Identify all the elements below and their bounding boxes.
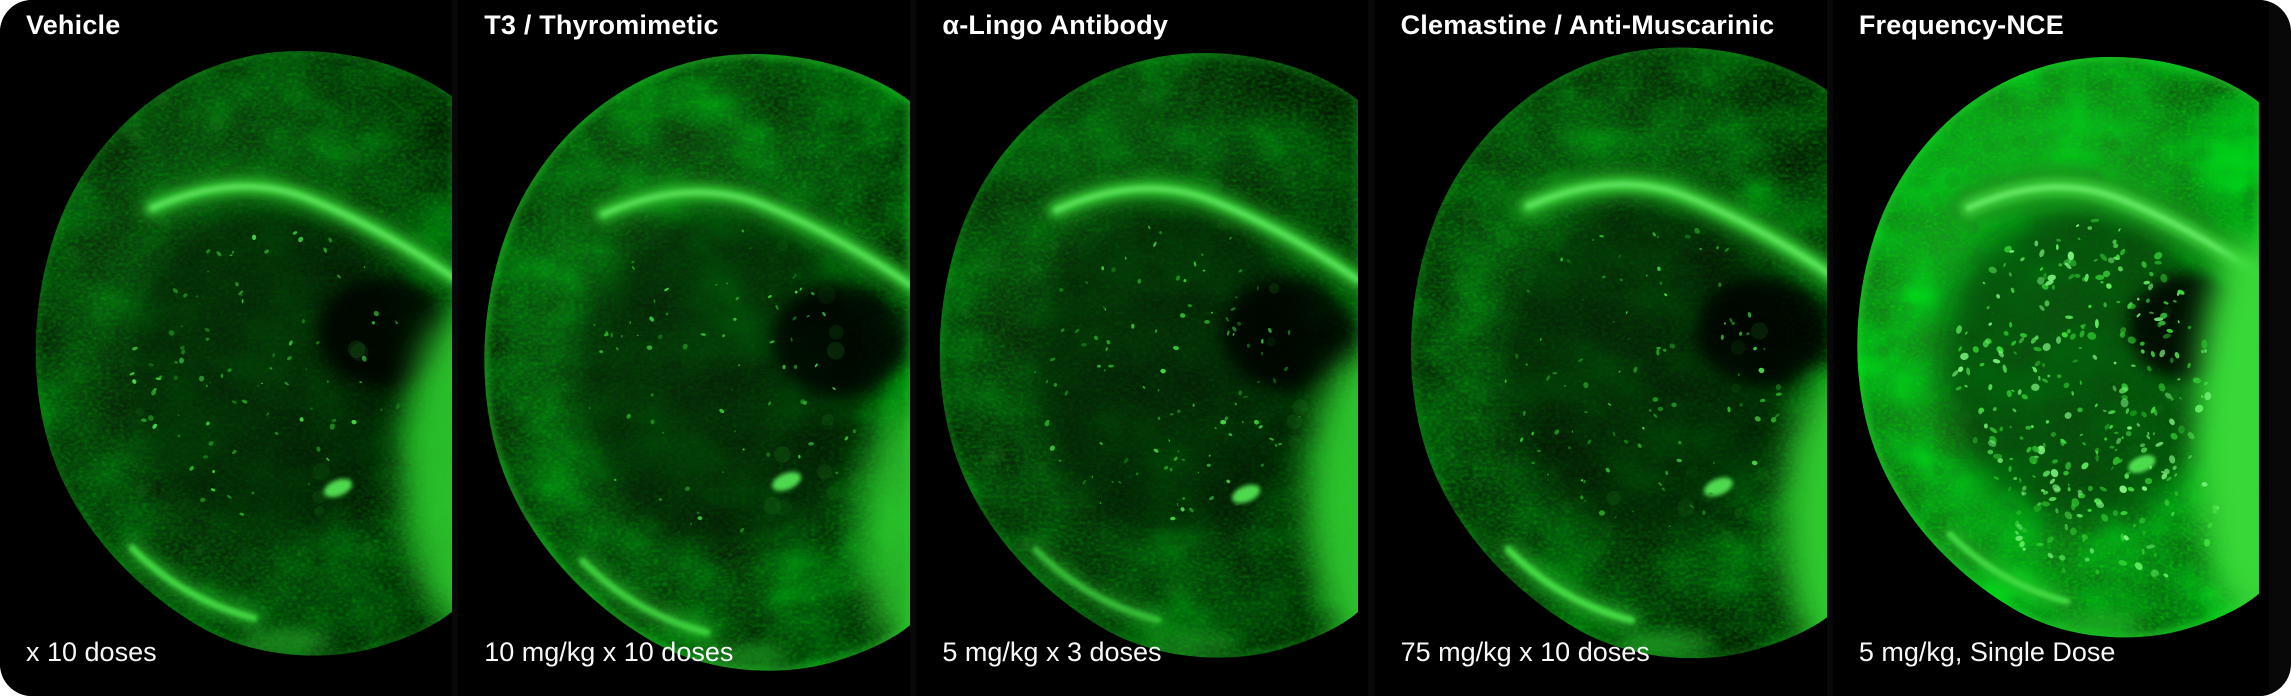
panel-title: α-Lingo Antibody <box>942 10 1169 40</box>
panel-clemastine: Clemastine / Anti-Muscarinic 75 mg/kg x … <box>1374 0 1833 696</box>
brain-section-micrograph <box>458 0 911 696</box>
panel-frequency-nce: Frequency-NCE 5 mg/kg, Single Dose <box>1832 0 2291 696</box>
panel-alpha-lingo-antibody: α-Lingo Antibody 5 mg/kg x 3 doses <box>916 0 1374 696</box>
brain-section-micrograph <box>1374 0 1827 696</box>
panel-title: Clemastine / Anti-Muscarinic <box>1400 10 1775 40</box>
panel-dose-label: 5 mg/kg x 3 doses <box>942 637 1162 667</box>
brain-section-micrograph <box>0 0 452 696</box>
panel-title: Vehicle <box>26 10 121 40</box>
panel-vehicle: Vehicle x 10 doses <box>0 0 458 696</box>
panel-title: T3 / Thyromimetic <box>484 10 719 40</box>
brain-section-micrograph <box>1832 0 2269 696</box>
panel-dose-label: x 10 doses <box>26 637 157 667</box>
brain-section-micrograph <box>916 0 1369 696</box>
panel-dose-label: 75 mg/kg x 10 doses <box>1400 637 1650 667</box>
panel-dose-label: 5 mg/kg, Single Dose <box>1858 637 2116 667</box>
panel-title: Frequency-NCE <box>1858 10 2064 40</box>
panel-t3-thyromimetic: T3 / Thyromimetic 10 mg/kg x 10 doses <box>458 0 916 696</box>
panel-dose-label: 10 mg/kg x 10 doses <box>484 637 734 667</box>
